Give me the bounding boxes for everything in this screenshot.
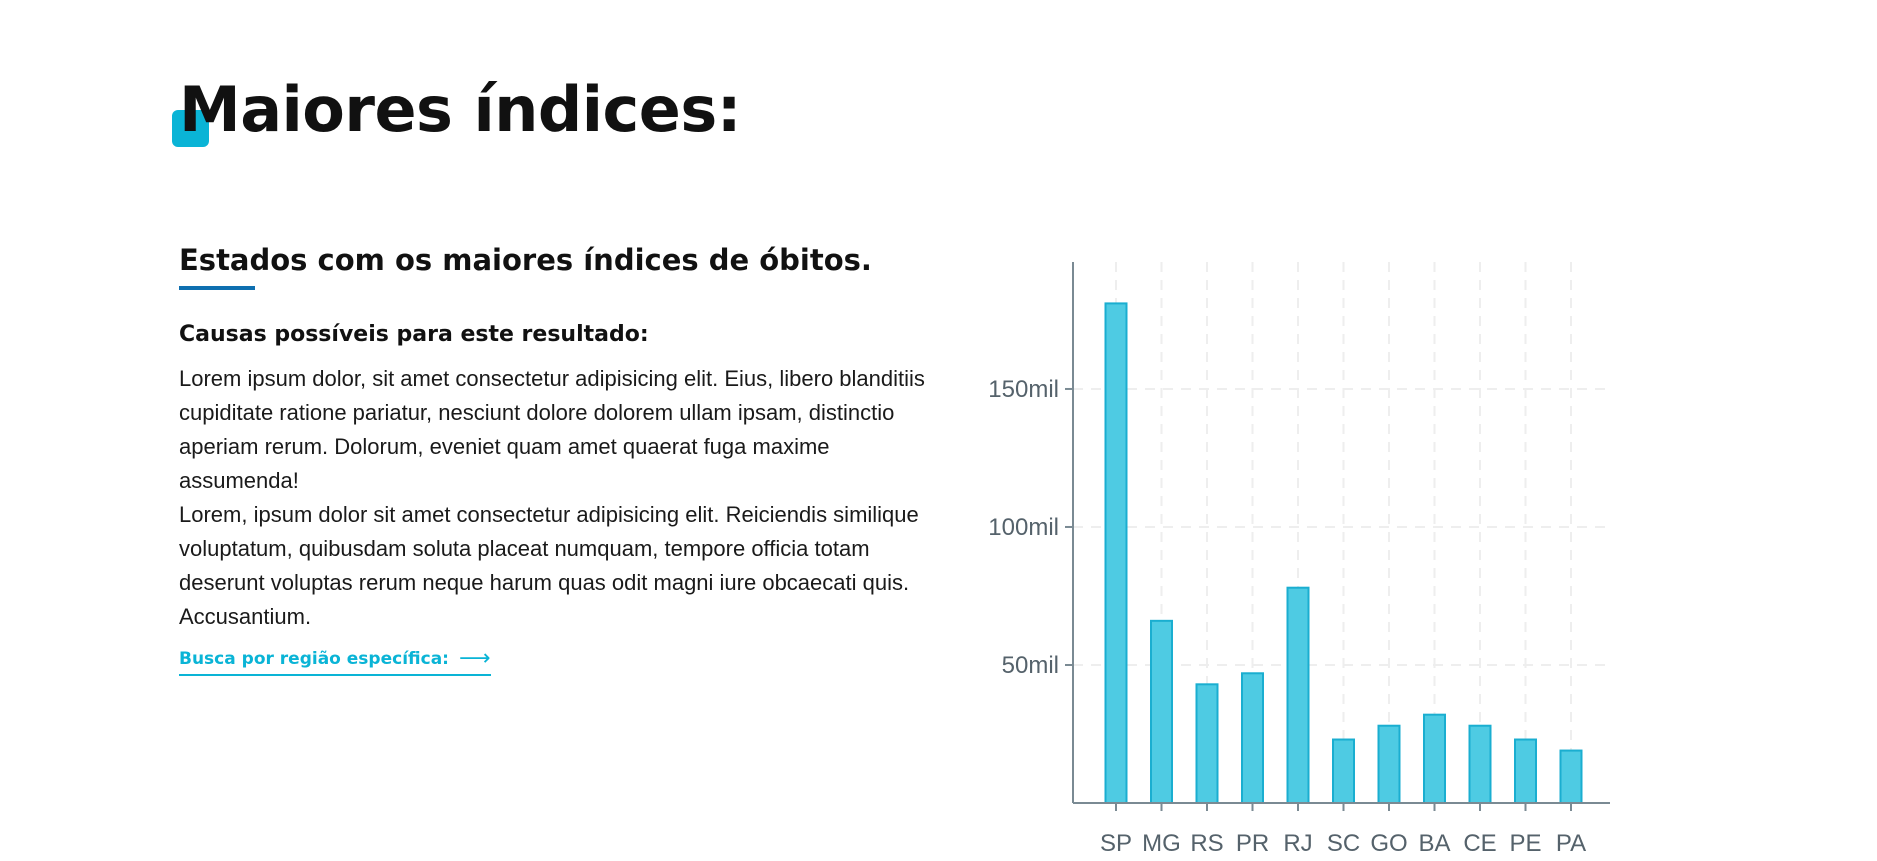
x-tick-label-go: GO — [1370, 830, 1407, 857]
x-tick-label-sc: SC — [1327, 830, 1360, 857]
region-search-link[interactable]: Busca por região específica: ⟶ — [179, 648, 491, 676]
bar-pe — [1514, 738, 1537, 805]
bar-ba — [1423, 713, 1446, 804]
y-tick-label: 50mil — [1002, 652, 1059, 679]
x-tick-label-ce: CE — [1463, 830, 1496, 857]
bar-sc — [1332, 738, 1355, 805]
bar-rs — [1195, 683, 1219, 804]
x-tick-label-rj: RJ — [1283, 830, 1312, 857]
x-tick-label-pa: PA — [1556, 830, 1586, 857]
bar-sp — [1104, 302, 1128, 804]
bar-chart-svg: 50mil 100mil 150mil SP MG RS PR RJ SC GO BA CE PE PA — [988, 262, 1610, 857]
page-title-block: Maiores índices: — [172, 70, 742, 150]
x-tick-label-mg: MG — [1142, 830, 1181, 857]
x-tick-label-pr: PR — [1236, 830, 1269, 857]
y-tick-label: 100mil — [988, 514, 1059, 541]
bar-pr — [1241, 672, 1264, 805]
x-tick-label-sp: SP — [1100, 830, 1132, 857]
causes-heading: Causas possíveis para este resultado: — [179, 322, 649, 347]
bar-mg — [1150, 619, 1173, 804]
y-tick-label: 150mil — [988, 376, 1059, 403]
page-title: Maiores índices: — [179, 73, 742, 146]
x-tick-label-pe: PE — [1509, 830, 1541, 857]
body-paragraph: Lorem ipsum dolor, sit amet consectetur … — [179, 362, 939, 634]
arrow-right-icon: ⟶ — [458, 646, 491, 671]
bar-go — [1377, 724, 1401, 805]
region-search-link-label: Busca por região específica: — [179, 649, 449, 669]
paragraph-1: Lorem ipsum dolor, sit amet consectetur … — [179, 366, 925, 493]
bar-rj — [1286, 586, 1310, 804]
paragraph-2: Lorem, ipsum dolor sit amet consectetur … — [179, 502, 919, 629]
x-tick-label-ba: BA — [1418, 830, 1450, 857]
x-tick-label-rs: RS — [1190, 830, 1223, 857]
subtitle-underline — [179, 286, 255, 290]
bar-ce — [1468, 724, 1492, 805]
title-accent-square — [172, 110, 209, 147]
bar-pa — [1559, 749, 1583, 804]
deaths-by-state-chart: 50mil 100mil 150mil SP MG RS PR RJ SC GO BA CE PE PA — [960, 250, 1630, 861]
section-subtitle: Estados com os maiores índices de óbitos… — [179, 243, 872, 277]
text-column: Estados com os maiores índices de óbitos… — [179, 238, 939, 676]
